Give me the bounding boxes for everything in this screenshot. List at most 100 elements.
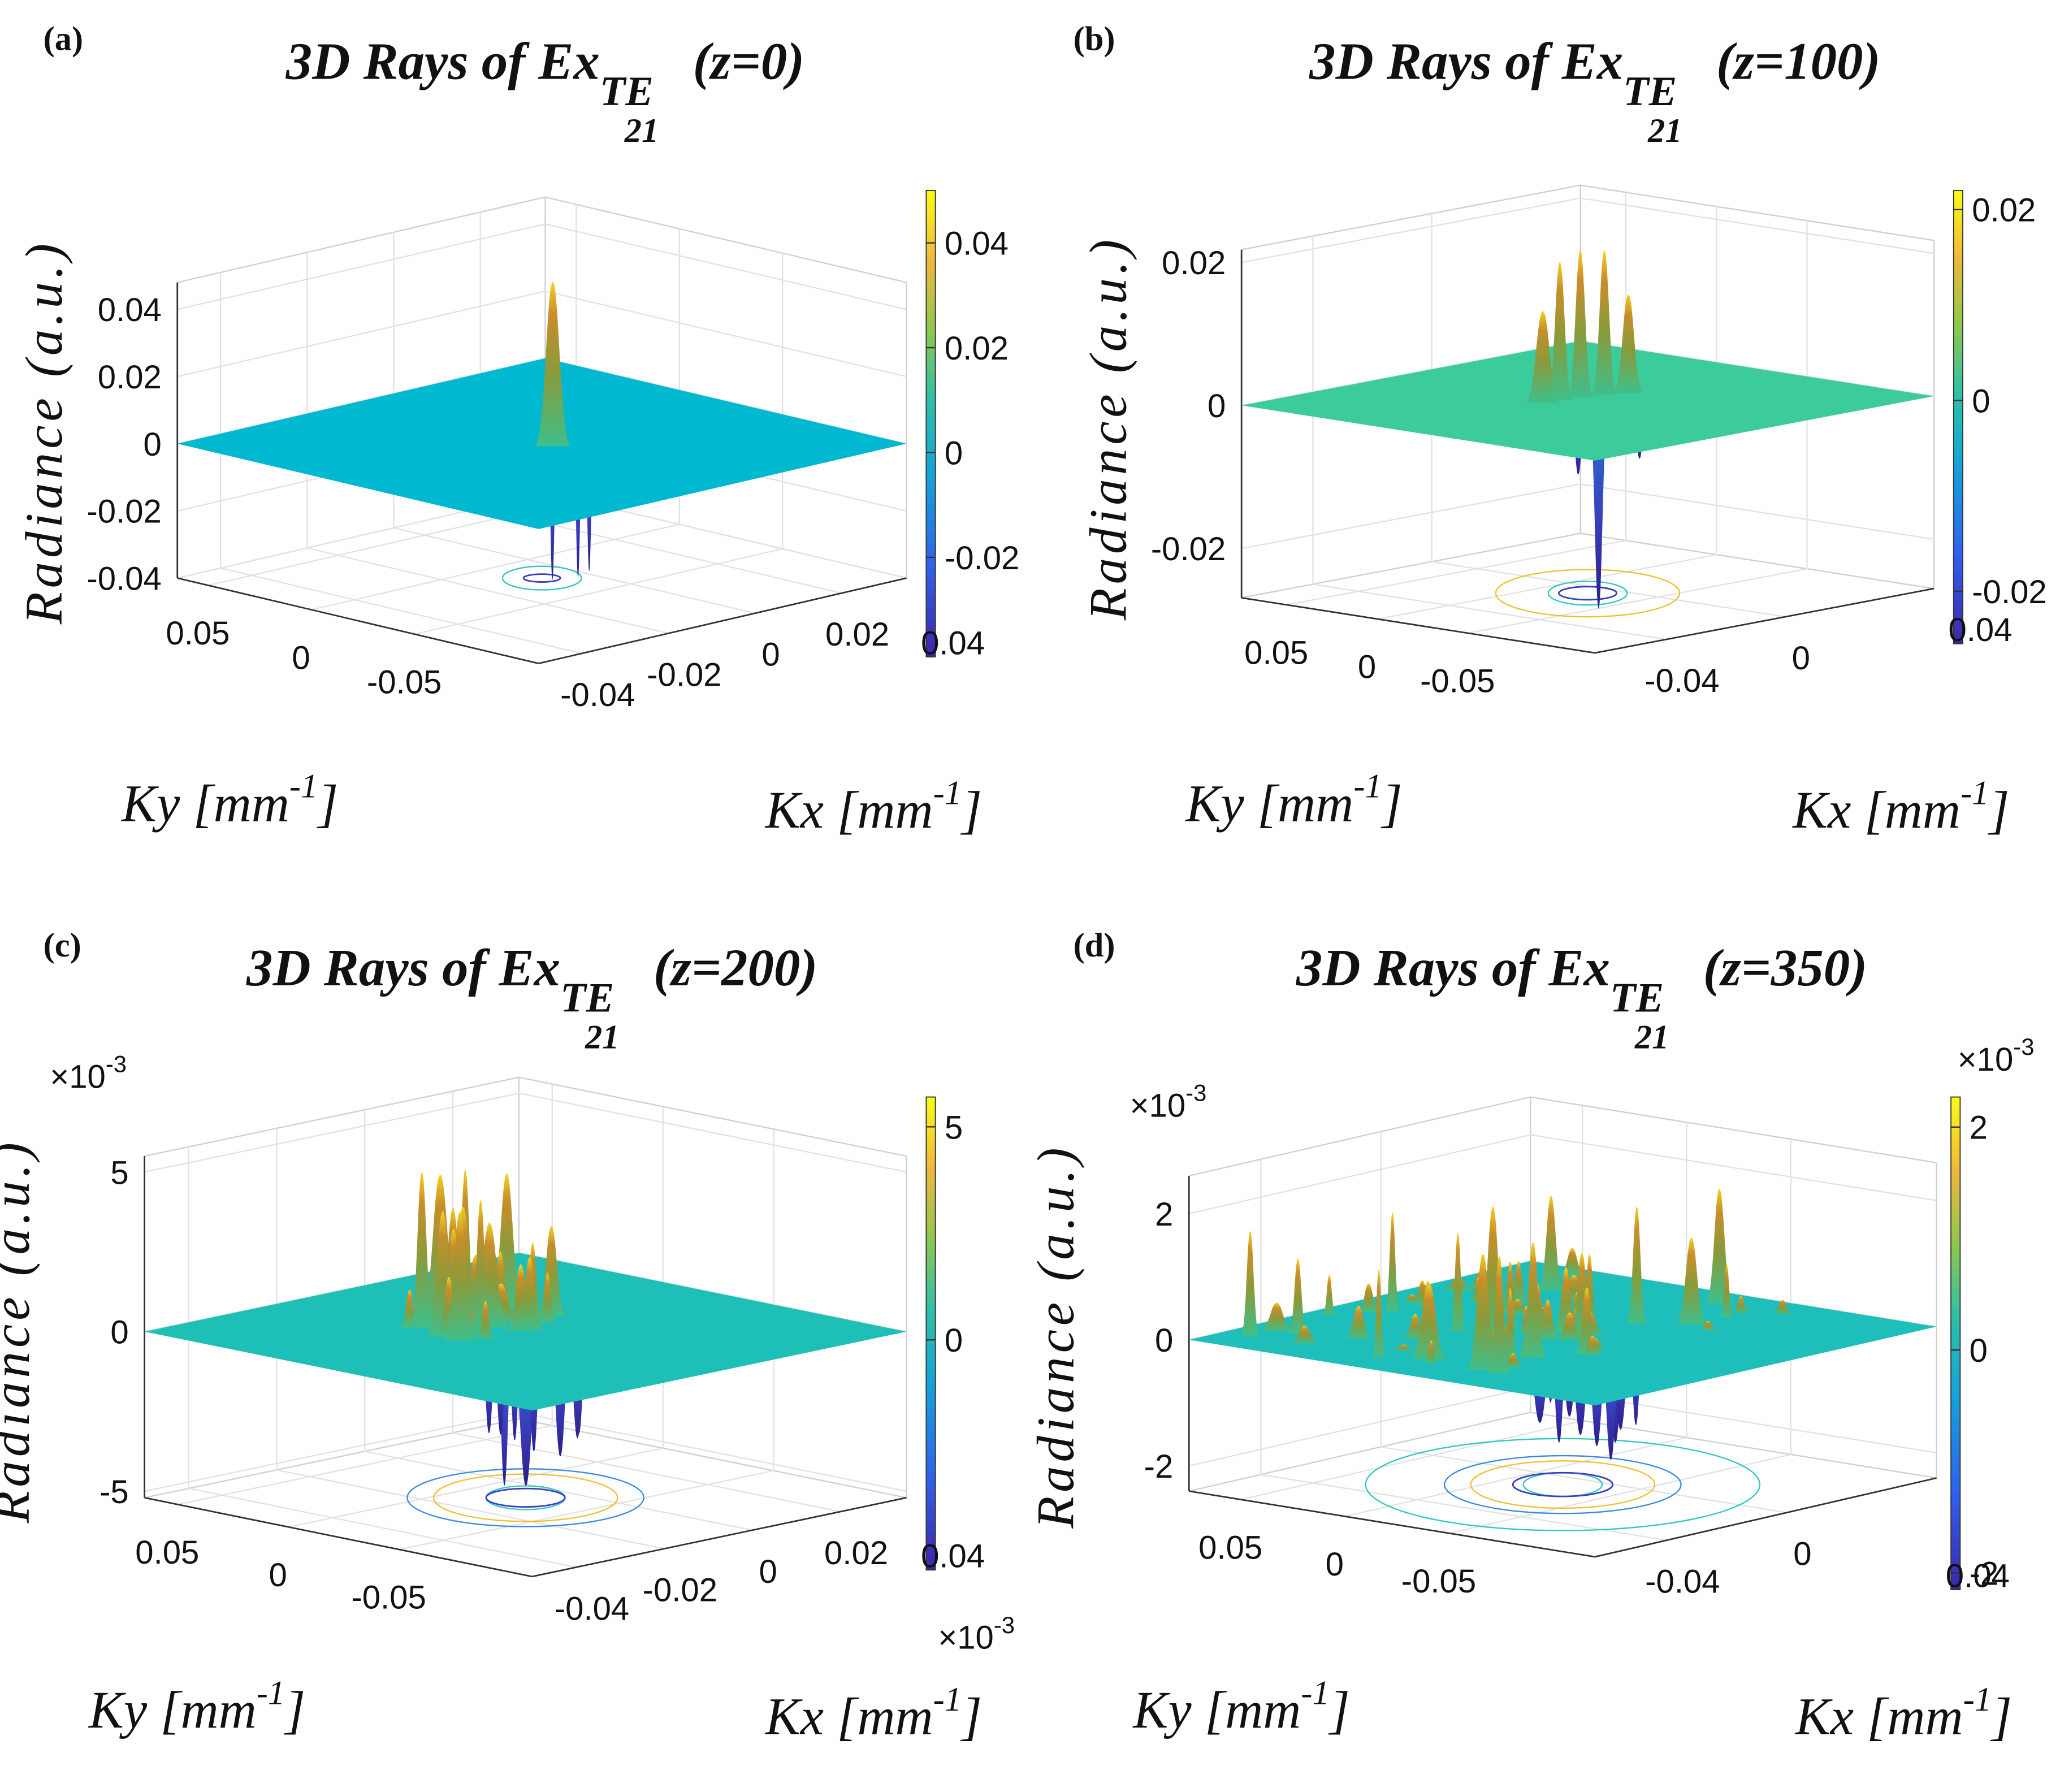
x-axis bbox=[1594, 1477, 1937, 1558]
grid-line bbox=[1468, 220, 1808, 634]
label-text: Kx [mm bbox=[764, 781, 933, 839]
surface-peak bbox=[1288, 1258, 1308, 1335]
label-sup: -1 bbox=[1963, 1681, 1992, 1719]
colorbar-tick-label: 0.02 bbox=[945, 330, 1009, 367]
label-end: ] bbox=[1987, 781, 2009, 839]
z-axis-label: Radiance (a.u.) bbox=[1080, 236, 1138, 621]
label-text: Kx [mm bbox=[1794, 1688, 1963, 1746]
z-tick-label: 0.02 bbox=[98, 359, 162, 396]
z-tick-label: 0.02 bbox=[1162, 245, 1226, 282]
surface-peak bbox=[1240, 1231, 1260, 1336]
colorbar-extra-label: 0.04 bbox=[921, 1538, 985, 1575]
surface-peak bbox=[1567, 250, 1594, 397]
colorbar bbox=[925, 190, 936, 657]
label-sup: -1 bbox=[933, 1681, 962, 1719]
surface-peak bbox=[1390, 1344, 1417, 1351]
surface-peak bbox=[1519, 1243, 1547, 1358]
label-text: Ky [mm bbox=[88, 1681, 257, 1739]
surface-peak bbox=[1502, 1288, 1518, 1362]
z-tick-label: -0.02 bbox=[1151, 531, 1226, 568]
colorbar-extra-label: 0.04 bbox=[1948, 612, 2012, 648]
colorbar-tick-label: 0 bbox=[1972, 383, 1990, 419]
surface-peak bbox=[1676, 1237, 1707, 1325]
surface-peak bbox=[1344, 1305, 1373, 1339]
x-tick-label: -0.02 bbox=[643, 1572, 717, 1609]
floor-contour bbox=[1365, 1438, 1761, 1531]
surface-peak bbox=[1411, 1283, 1448, 1360]
surface-peak bbox=[1547, 262, 1573, 400]
floor-contour bbox=[1444, 1455, 1682, 1514]
label-sup: -1 bbox=[1961, 774, 1989, 812]
panel-label: (b) bbox=[1074, 20, 1115, 58]
surface-peak bbox=[1259, 1302, 1295, 1331]
surface-peak bbox=[1581, 1335, 1604, 1356]
z-tick-label: 0.04 bbox=[98, 292, 162, 328]
panel-label: (c) bbox=[44, 927, 81, 964]
x-tick-label: 0 bbox=[1793, 1536, 1811, 1573]
grid-line bbox=[276, 1128, 665, 1549]
title-sub: TE bbox=[600, 68, 654, 115]
exponent-power: -3 bbox=[1185, 1080, 1206, 1106]
surface-peak bbox=[1720, 1264, 1734, 1318]
surface-peak bbox=[1612, 295, 1644, 393]
grid-line bbox=[306, 252, 669, 634]
grid-line bbox=[311, 228, 680, 611]
x-axis-label: Kx [mm-1] bbox=[764, 1681, 982, 1746]
floor-contour bbox=[1512, 1471, 1614, 1497]
z-tick-label: 0 bbox=[110, 1314, 128, 1351]
title-suffix: (z=200) bbox=[654, 939, 817, 997]
exponent-power: -3 bbox=[2013, 1033, 2034, 1060]
floor-contour bbox=[485, 1487, 566, 1508]
y-axis bbox=[1241, 597, 1595, 654]
title-subsub: 21 bbox=[1634, 1019, 1669, 1057]
colorbar-exponent: ×10-3 bbox=[938, 1612, 1015, 1656]
y-axis bbox=[144, 1497, 533, 1578]
y-tick-label: -0.05 bbox=[1420, 663, 1495, 700]
grid-line bbox=[1188, 1134, 1937, 1215]
grid-line bbox=[399, 1129, 774, 1551]
surface-plane bbox=[1241, 341, 1934, 461]
z-tick-label: 5 bbox=[110, 1154, 128, 1191]
surface-plane bbox=[144, 1253, 907, 1411]
colorbar-extra-label: 0.04 bbox=[1946, 1557, 2010, 1594]
label-text: Kx [mm bbox=[1791, 781, 1961, 839]
z-tick-label: -0.04 bbox=[86, 560, 161, 597]
chart-title: 3D Rays of ExTE 21 (z=100) bbox=[1309, 32, 1880, 150]
title-subsub: 21 bbox=[624, 112, 659, 150]
x-axis bbox=[538, 577, 907, 665]
label-sup: -1 bbox=[257, 1674, 285, 1712]
z-tick-label: 0 bbox=[1208, 388, 1226, 425]
label-end: ] bbox=[1328, 1681, 1350, 1739]
grid-line bbox=[1345, 1122, 1687, 1517]
grid-line bbox=[363, 1110, 752, 1531]
surface-peak bbox=[443, 1212, 478, 1341]
grid-line bbox=[1431, 213, 1786, 618]
surface-peak bbox=[1322, 1274, 1336, 1316]
label-end: ] bbox=[283, 1681, 305, 1739]
exponent-base: ×10 bbox=[1958, 1041, 2014, 1078]
y-tick-label: -0.05 bbox=[351, 1579, 426, 1616]
y-tick-label: 0.05 bbox=[1244, 635, 1308, 672]
x-tick-label: 0 bbox=[761, 637, 780, 673]
surface-peak bbox=[1423, 1340, 1439, 1364]
floor-contour bbox=[1558, 586, 1618, 601]
colorbar-tick-label: 2 bbox=[1970, 1110, 1988, 1146]
surface-peak bbox=[1535, 1300, 1560, 1339]
title-sub: TE bbox=[560, 975, 614, 1021]
x-axis-label: Kx [mm-1] bbox=[1791, 774, 2009, 839]
x-tick-label: -0.04 bbox=[1644, 663, 1719, 699]
grid-line bbox=[177, 223, 907, 310]
label-end: ] bbox=[316, 775, 338, 833]
exponent-power: -3 bbox=[106, 1050, 127, 1077]
surface-peak bbox=[538, 1272, 557, 1323]
exponent-base: ×10 bbox=[50, 1058, 106, 1095]
surface-peak bbox=[1466, 1254, 1500, 1371]
y-tick-label: -0.05 bbox=[1401, 1563, 1476, 1600]
surface-peak bbox=[536, 1226, 567, 1316]
title-main: 3D Rays of Ex bbox=[1296, 939, 1610, 997]
y-tick-label: 0.05 bbox=[1198, 1529, 1262, 1566]
grid-line bbox=[288, 1106, 664, 1528]
surface-peak bbox=[409, 1172, 435, 1328]
grid-line bbox=[1449, 1139, 1791, 1534]
